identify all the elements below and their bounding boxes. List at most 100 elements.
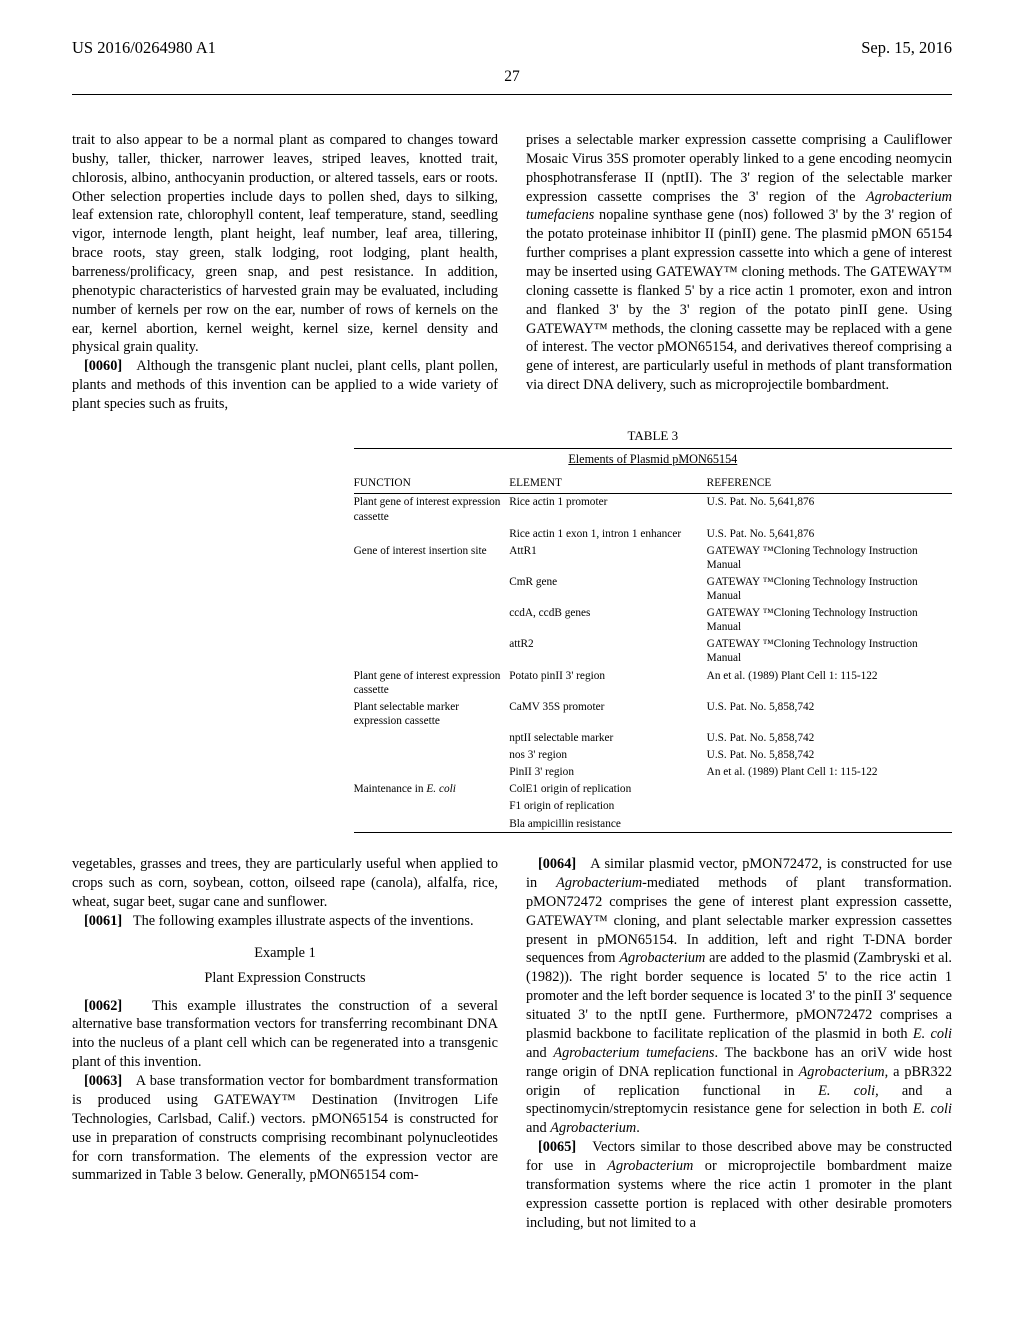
cell: Plant selectable marker expression casse…	[354, 698, 510, 729]
para-num-0065: [0065]	[538, 1139, 576, 1155]
cell: ColE1 origin of replication	[509, 781, 706, 798]
cell	[707, 781, 952, 798]
table-row: Maintenance in E. coliColE1 origin of re…	[354, 781, 952, 798]
right-para-cont: prises a selectable marker expression ca…	[526, 131, 952, 395]
para-continuation: trait to also appear to be a normal plan…	[72, 131, 498, 357]
cell: GATEWAY ™Cloning Technology Instruction …	[707, 636, 952, 667]
t: E. coli	[913, 1101, 952, 1117]
table-caption: TABLE 3	[354, 428, 952, 444]
t: .	[636, 1120, 640, 1136]
para-num-0064: [0064]	[538, 856, 576, 872]
th-reference: REFERENCE	[707, 473, 952, 493]
cell: GATEWAY ™Cloning Technology Instruction …	[707, 605, 952, 636]
cell: Rice actin 1 promoter	[509, 494, 706, 525]
table-block: TABLE 3 Elements of Plasmid pMON65154 FU…	[72, 428, 952, 833]
cell: Maintenance in E. coli	[354, 781, 510, 798]
table-row: Bla ampicillin resistance	[354, 815, 952, 832]
cell	[707, 815, 952, 832]
cell: Plant gene of interest expression casset…	[354, 494, 510, 525]
cell	[354, 815, 510, 832]
cell	[354, 730, 510, 747]
table-row: Rice actin 1 exon 1, intron 1 enhancerU.…	[354, 525, 952, 542]
table-row: Plant gene of interest expression casset…	[354, 667, 952, 698]
table-row: ccdA, ccdB genesGATEWAY ™Cloning Technol…	[354, 605, 952, 636]
cell: Potato pinII 3' region	[509, 667, 706, 698]
publication-date: Sep. 15, 2016	[861, 38, 952, 58]
para-num-0060: [0060]	[84, 358, 122, 374]
cell: An et al. (1989) Plant Cell 1: 115-122	[707, 667, 952, 698]
page-header: US 2016/0264980 A1 Sep. 15, 2016	[72, 38, 952, 58]
cell	[354, 747, 510, 764]
cell-ital: E. coli	[426, 783, 456, 795]
para-0063: [0063] A base transformation vector for …	[72, 1072, 498, 1185]
lower-two-column: vegetables, grasses and trees, they are …	[72, 855, 952, 1232]
t: and	[526, 1120, 550, 1136]
cell: Plant gene of interest expression casset…	[354, 667, 510, 698]
table-row: nptII selectable markerU.S. Pat. No. 5,8…	[354, 730, 952, 747]
example-subtitle: Plant Expression Constructs	[72, 970, 498, 987]
para-0062-text: This example illustrates the constructio…	[72, 998, 498, 1071]
t: Agrobacterium	[799, 1064, 885, 1080]
t: and	[526, 1045, 553, 1061]
para-0060-text: Although the transgenic plant nuclei, pl…	[72, 358, 498, 412]
cell	[354, 605, 510, 636]
cell: AttR1	[509, 542, 706, 573]
th-element: ELEMENT	[509, 473, 706, 493]
cell: GATEWAY ™Cloning Technology Instruction …	[707, 573, 952, 604]
cell: nos 3' region	[509, 747, 706, 764]
example-title: Example 1	[72, 945, 498, 962]
para-num-0061: [0061]	[84, 913, 122, 929]
bl-p1: vegetables, grasses and trees, they are …	[72, 855, 498, 912]
para-num-0062: [0062]	[84, 998, 122, 1014]
table-row: PinII 3' regionAn et al. (1989) Plant Ce…	[354, 764, 952, 781]
cell	[707, 798, 952, 815]
cell: attR2	[509, 636, 706, 667]
table-title: Elements of Plasmid pMON65154	[354, 449, 952, 473]
cell: Rice actin 1 exon 1, intron 1 enhancer	[509, 525, 706, 542]
cell: PinII 3' region	[509, 764, 706, 781]
para-0062: [0062] This example illustrates the cons…	[72, 997, 498, 1072]
table-row: nos 3' regionU.S. Pat. No. 5,858,742	[354, 747, 952, 764]
cell: F1 origin of replication	[509, 798, 706, 815]
table-row: CmR geneGATEWAY ™Cloning Technology Inst…	[354, 573, 952, 604]
right-para-text-b: nopaline synthase gene (nos) followed 3'…	[526, 207, 952, 393]
table-row: Plant gene of interest expression casset…	[354, 494, 952, 525]
table-body: Plant gene of interest expression casset…	[354, 494, 952, 832]
para-0063-text: A base transformation vector for bombard…	[72, 1073, 498, 1183]
cell: ccdA, ccdB genes	[509, 605, 706, 636]
page-number: 27	[72, 68, 952, 86]
cell: U.S. Pat. No. 5,641,876	[707, 525, 952, 542]
table-row: F1 origin of replication	[354, 798, 952, 815]
table-row: Gene of interest insertion siteAttR1GATE…	[354, 542, 952, 573]
t: Agrobacterium tumefaciens	[553, 1045, 714, 1061]
t: Agrobacterium	[607, 1158, 693, 1174]
t: Agrobacterium	[550, 1120, 636, 1136]
cell	[354, 636, 510, 667]
t: E. coli	[818, 1083, 875, 1099]
table-data: FUNCTION ELEMENT REFERENCE	[354, 473, 952, 493]
cell: GATEWAY ™Cloning Technology Instruction …	[707, 542, 952, 573]
para-0061-text: The following examples illustrate aspect…	[133, 913, 474, 929]
para-num-0063: [0063]	[84, 1073, 122, 1089]
cell	[354, 798, 510, 815]
t: Agrobacterium	[619, 950, 705, 966]
cell: An et al. (1989) Plant Cell 1: 115-122	[707, 764, 952, 781]
cell	[354, 764, 510, 781]
cell: nptII selectable marker	[509, 730, 706, 747]
para-0061: [0061] The following examples illustrate…	[72, 912, 498, 931]
table-rule-bottom	[354, 832, 952, 833]
t: Agrobacterium	[556, 875, 642, 891]
cell: CaMV 35S promoter	[509, 698, 706, 729]
cell: U.S. Pat. No. 5,641,876	[707, 494, 952, 525]
cell: Gene of interest insertion site	[354, 542, 510, 573]
th-function: FUNCTION	[354, 473, 510, 493]
publication-number: US 2016/0264980 A1	[72, 38, 216, 58]
header-rule	[72, 94, 952, 95]
cell-text: Maintenance in	[354, 783, 427, 795]
t: E. coli	[913, 1026, 952, 1042]
para-0065: [0065] Vectors similar to those describe…	[526, 1138, 952, 1232]
cell	[354, 525, 510, 542]
cell: U.S. Pat. No. 5,858,742	[707, 698, 952, 729]
table-3: TABLE 3 Elements of Plasmid pMON65154 FU…	[354, 428, 952, 833]
table-row: attR2GATEWAY ™Cloning Technology Instruc…	[354, 636, 952, 667]
